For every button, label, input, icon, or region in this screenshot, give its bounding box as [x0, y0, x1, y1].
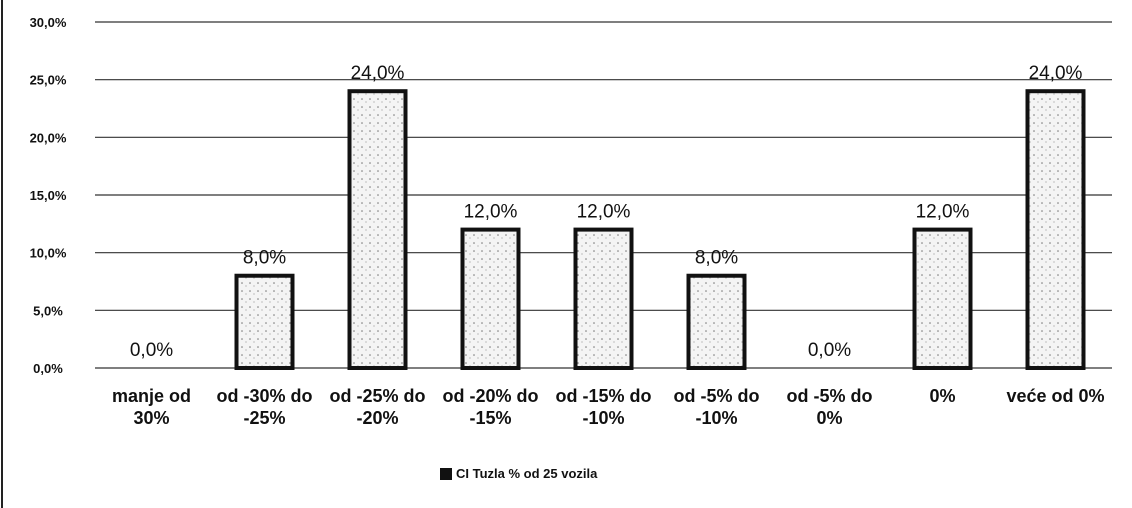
- bar: [234, 273, 295, 371]
- x-tick-label: od -30% do -25%: [216, 386, 313, 428]
- x-tick-label: od -15% do -10%: [555, 386, 652, 428]
- data-label: 8,0%: [695, 248, 738, 269]
- x-tick-label: manje od 30%: [111, 386, 191, 428]
- bar: [460, 227, 521, 370]
- data-label: 24,0%: [351, 63, 405, 84]
- bar: [347, 89, 408, 370]
- data-label: 0,0%: [808, 340, 851, 361]
- x-tick-label: veće od 0%: [1006, 386, 1105, 406]
- bar: [912, 227, 973, 370]
- x-tick-label: od -5% do 0%: [786, 386, 873, 428]
- data-label: 8,0%: [243, 248, 286, 269]
- legend: CI Tuzla % od 25 vozila: [440, 466, 597, 481]
- x-tick-label: od -5% do -10%: [673, 386, 760, 428]
- y-tick-label: 10,0%: [30, 246, 67, 261]
- y-tick-label: 5,0%: [33, 303, 63, 318]
- y-tick-label: 20,0%: [30, 130, 67, 145]
- y-tick-label: 0,0%: [33, 361, 63, 376]
- x-tick-label: od -20% do -15%: [442, 386, 539, 428]
- bar: [573, 227, 634, 370]
- legend-label: CI Tuzla % od 25 vozila: [456, 466, 598, 481]
- y-tick-label: 25,0%: [30, 73, 67, 88]
- y-tick-label: 30,0%: [30, 15, 67, 30]
- y-tick-label: 15,0%: [30, 188, 67, 203]
- x-tick-label: od -25% do -20%: [329, 386, 426, 428]
- data-label: 0,0%: [130, 340, 173, 361]
- data-label: 24,0%: [1029, 63, 1083, 84]
- bar: [1025, 89, 1086, 370]
- bar: [686, 273, 747, 371]
- data-label: 12,0%: [577, 202, 631, 223]
- data-label: 12,0%: [916, 202, 970, 223]
- data-label: 12,0%: [464, 202, 518, 223]
- legend-swatch: [440, 467, 452, 480]
- x-tick-label: 0%: [929, 386, 956, 406]
